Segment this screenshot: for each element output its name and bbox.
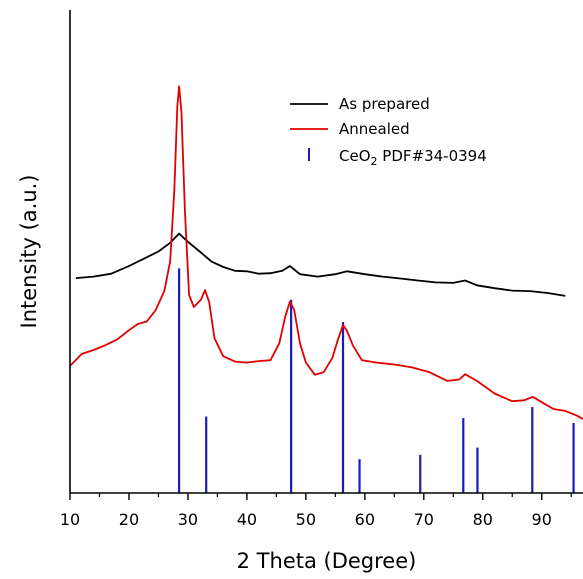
y-axis-title: Intensity (a.u.) xyxy=(17,175,41,329)
legend-ref-name: CeO xyxy=(339,147,371,165)
legend-ref-suffix: PDF#34-0394 xyxy=(378,147,487,165)
x-tick-label: 50 xyxy=(296,510,316,529)
x-axis-title: 2 Theta (Degree) xyxy=(237,549,417,573)
x-tick-label: 20 xyxy=(119,510,139,529)
legend-label-as-prepared: As prepared xyxy=(339,95,430,113)
legend-label-reference: CeO2 PDF#34-0394 xyxy=(339,147,487,168)
x-tick-label: 90 xyxy=(532,510,552,529)
series-line-as-prepared xyxy=(75,232,566,297)
x-tick-label: 10 xyxy=(60,510,80,529)
series-lines xyxy=(69,85,583,420)
legend-label-annealed: Annealed xyxy=(339,120,410,138)
x-tick-label: 40 xyxy=(237,510,257,529)
reference-bars xyxy=(177,268,575,493)
plot-area xyxy=(69,85,583,493)
x-tick-label: 30 xyxy=(178,510,198,529)
series-line-annealed xyxy=(69,85,583,420)
x-tick-label: 80 xyxy=(473,510,493,529)
x-axis-ticks: 10 20 30 40 50 60 70 80 90 xyxy=(60,493,572,529)
x-tick-label: 60 xyxy=(355,510,375,529)
legend: As prepared Annealed CeO2 PDF#34-0394 xyxy=(290,95,487,168)
x-tick-label: 70 xyxy=(414,510,434,529)
legend-ref-subscript: 2 xyxy=(371,155,378,168)
